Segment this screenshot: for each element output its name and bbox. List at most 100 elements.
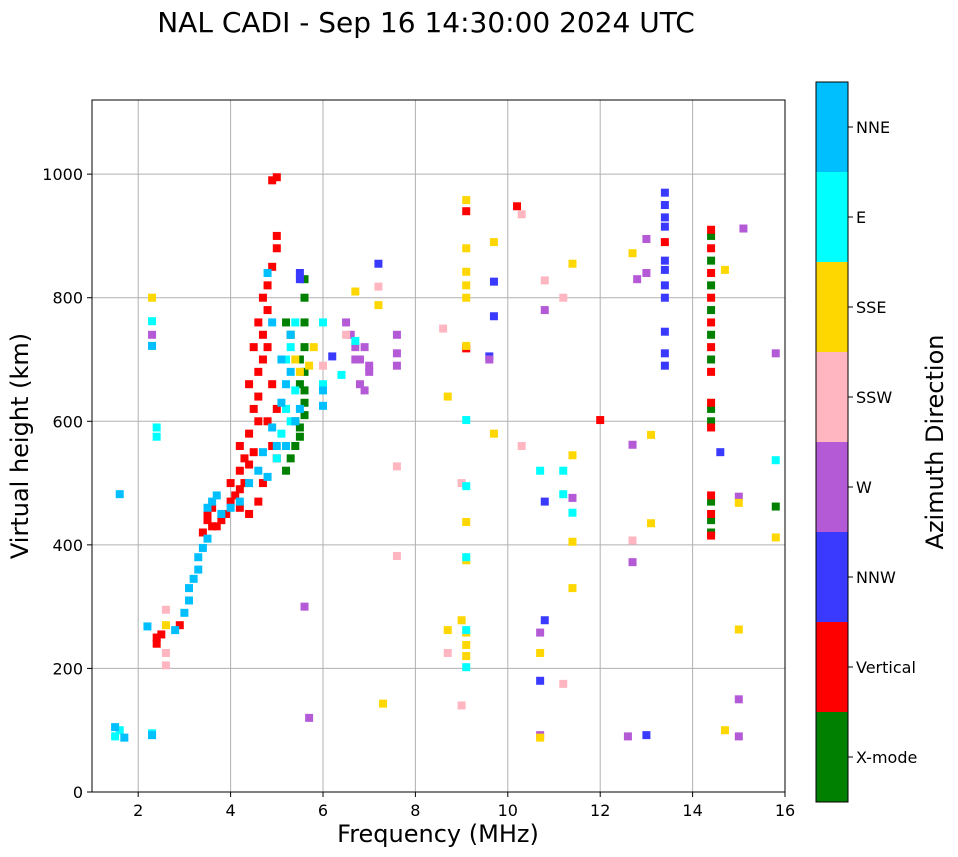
colorbar-swatch-ssw <box>816 352 848 442</box>
point-w <box>360 343 369 352</box>
point-vertical <box>245 509 254 518</box>
point-w <box>305 713 314 722</box>
point-x-mode <box>286 454 295 463</box>
point-vertical <box>235 503 244 512</box>
point-sse <box>568 584 577 593</box>
point-vertical <box>249 404 258 413</box>
point-vertical <box>203 516 212 525</box>
point-e <box>462 553 471 562</box>
point-w <box>392 361 401 370</box>
point-ssw <box>161 648 170 657</box>
point-nnw <box>660 293 669 302</box>
point-vertical <box>226 497 235 506</box>
point-nne <box>272 442 281 450</box>
point-nnw <box>660 188 669 197</box>
point-vertical <box>235 442 244 450</box>
point-vertical <box>240 479 249 488</box>
point-sse <box>647 430 656 439</box>
colorbar-swatch-sse <box>816 262 848 352</box>
point-sse <box>148 293 157 302</box>
point-nnw <box>660 349 669 358</box>
x-tick-label: 2 <box>133 801 143 820</box>
point-sse <box>462 293 471 302</box>
point-vertical <box>707 225 716 234</box>
point-vertical <box>707 318 716 327</box>
point-x-mode <box>300 386 309 395</box>
point-e <box>568 508 577 517</box>
point-w <box>734 695 743 704</box>
x-tick-label: 10 <box>498 801 518 820</box>
point-ssw <box>161 661 170 670</box>
point-ssw <box>392 462 401 471</box>
point-w <box>365 361 374 370</box>
point-w <box>568 493 577 502</box>
point-x-mode <box>300 293 309 302</box>
point-ssw <box>443 648 452 657</box>
point-sse <box>462 341 471 350</box>
point-vertical <box>208 503 217 512</box>
point-e <box>282 404 291 413</box>
point-w <box>734 492 743 501</box>
point-nne <box>185 584 194 593</box>
point-sse <box>720 265 729 274</box>
point-vertical <box>272 173 281 182</box>
point-e <box>462 626 471 635</box>
point-vertical <box>263 417 272 426</box>
point-nne <box>291 417 300 426</box>
point-vertical <box>707 293 716 302</box>
colorbar-frame <box>815 81 849 803</box>
point-w <box>642 269 651 277</box>
point-ssw <box>540 276 549 285</box>
point-e <box>559 466 568 475</box>
point-vertical <box>707 491 716 500</box>
point-sse <box>489 429 498 438</box>
point-w <box>342 318 351 327</box>
point-nne <box>263 269 272 277</box>
point-nne <box>319 386 327 395</box>
point-vertical <box>707 343 716 352</box>
point-nne <box>203 503 212 512</box>
point-x-mode <box>300 275 309 284</box>
point-w <box>485 355 494 364</box>
point-vertical <box>596 416 605 425</box>
point-sse <box>734 498 743 507</box>
point-vertical <box>707 509 716 518</box>
point-w <box>355 355 364 364</box>
point-nne <box>148 341 157 350</box>
point-nne <box>148 731 157 740</box>
point-vertical <box>221 509 230 518</box>
point-w <box>392 330 401 339</box>
point-vertical <box>707 367 716 376</box>
point-e <box>152 432 161 441</box>
point-nne <box>245 479 254 488</box>
point-nnw <box>328 352 337 361</box>
colorbar-label-e: E <box>856 208 866 227</box>
point-x-mode <box>707 497 716 506</box>
y-tick-label: 800 <box>52 289 83 308</box>
point-nne <box>111 723 120 732</box>
point-nnw <box>660 327 669 336</box>
point-sse <box>161 621 170 630</box>
point-vertical <box>258 355 267 364</box>
point-vertical <box>245 460 254 469</box>
point-ssw <box>517 442 526 450</box>
point-x-mode <box>707 355 716 364</box>
point-nne <box>295 404 304 413</box>
point-w <box>360 386 369 395</box>
point-nne <box>194 553 203 562</box>
point-e <box>319 380 327 389</box>
point-nnw <box>660 213 669 222</box>
point-sse <box>647 519 656 528</box>
point-x-mode <box>300 343 309 352</box>
chart-title: NAL CADI - Sep 16 14:30:00 2024 UTC <box>157 6 695 39</box>
point-vertical <box>254 318 263 327</box>
point-nne <box>268 318 277 327</box>
point-vertical <box>268 442 277 450</box>
point-nne <box>235 497 244 506</box>
point-ssw <box>319 361 327 370</box>
point-vertical <box>268 380 277 389</box>
point-nnw <box>660 265 669 274</box>
point-vertical <box>258 330 267 339</box>
point-e <box>351 336 360 345</box>
